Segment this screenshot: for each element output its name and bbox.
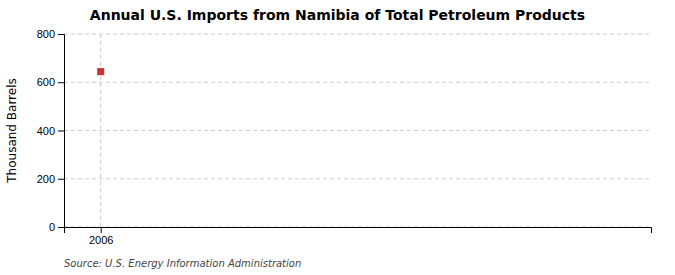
y-grid — [64, 34, 651, 227]
y-grid-line — [64, 34, 651, 35]
x-axis-line — [65, 228, 652, 234]
source-note: Source: U.S. Energy Information Administ… — [64, 258, 301, 269]
points — [97, 68, 104, 75]
y-tick-label: 600 — [37, 76, 55, 88]
y-tick-label: 200 — [37, 173, 55, 185]
y-tick-mark — [58, 131, 64, 132]
y-axis-line — [58, 35, 65, 228]
plot-area: 2006 0 200 400 600 800 — [37, 28, 652, 246]
x-tick-label: 2006 — [89, 234, 113, 246]
chart-svg: 2006 0 200 400 600 800 Annual U.S. Imports fro… — [0, 0, 675, 275]
point — [97, 68, 104, 75]
y-tick-label: 800 — [37, 28, 55, 40]
x-tick-mark — [101, 227, 102, 233]
x-grid-line — [100, 34, 101, 227]
y-grid-line — [64, 130, 651, 131]
title: Annual U.S. Imports from Namibia of Tota… — [90, 7, 585, 23]
y-tick-mark — [58, 82, 64, 83]
y-tick-label: 0 — [49, 221, 55, 233]
y-tick: 400 — [37, 125, 64, 137]
y-tick-mark — [58, 179, 64, 180]
y-tick: 800 — [37, 28, 64, 40]
y-tick: 600 — [37, 76, 64, 88]
x-axis: 2006 — [65, 227, 652, 246]
y-tick: 0 — [49, 221, 64, 233]
y-grid-line — [64, 178, 651, 179]
y-grid-line — [64, 82, 651, 83]
y-tick-mark — [58, 34, 64, 35]
x-tick-lines — [100, 34, 101, 227]
y-axis: 0 200 400 600 800 — [37, 28, 65, 233]
y-tick-mark — [58, 227, 64, 228]
y-tick-label: 400 — [37, 125, 55, 137]
y-axis-title: Thousand Barrels — [5, 78, 19, 183]
y-tick: 200 — [37, 173, 64, 185]
x-tick: 2006 — [89, 227, 113, 246]
